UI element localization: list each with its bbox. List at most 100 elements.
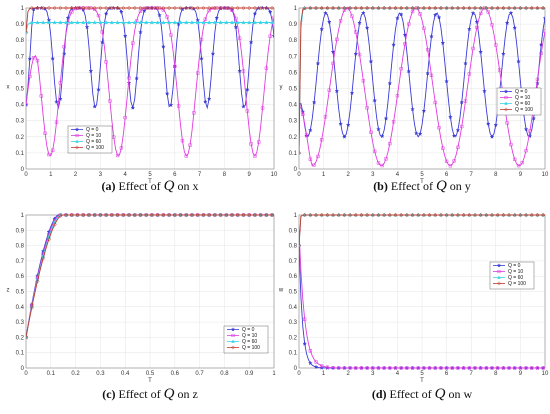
data-point	[405, 366, 409, 370]
data-point	[92, 5, 97, 11]
legend-box	[489, 261, 535, 290]
data-point	[475, 25, 479, 30]
data-point	[513, 366, 517, 370]
data-point	[54, 120, 59, 124]
data-point	[218, 20, 223, 24]
legend-marker	[504, 95, 508, 100]
legend-marker	[75, 133, 79, 138]
data-point	[523, 5, 529, 11]
legend: Q = 0Q = 10Q = 60Q = 100	[67, 125, 113, 154]
data-point	[218, 5, 223, 11]
data-point	[467, 5, 472, 11]
data-point	[195, 20, 200, 24]
data-point	[258, 5, 263, 11]
data-point	[320, 364, 324, 368]
data-point	[272, 15, 274, 20]
data-point	[452, 159, 456, 163]
data-point	[535, 212, 540, 218]
legend-marker	[231, 339, 235, 343]
data-point	[391, 120, 396, 124]
data-point	[440, 40, 446, 46]
data-point	[308, 212, 313, 218]
legend-label: Q = 60	[86, 139, 101, 145]
data-point	[307, 127, 313, 133]
data-point	[302, 212, 307, 218]
data-point	[31, 6, 37, 12]
data-point	[381, 212, 387, 218]
data-point	[319, 212, 324, 218]
data-point	[264, 212, 269, 218]
data-point	[509, 142, 513, 147]
y-tick-label: 0.4	[16, 305, 25, 311]
data-point	[299, 150, 302, 156]
data-point	[380, 163, 384, 168]
data-point	[450, 5, 455, 11]
data-point	[115, 212, 120, 218]
data-point	[184, 20, 189, 24]
data-point	[384, 157, 388, 161]
data-point	[155, 212, 160, 218]
caption-symbol: Q	[164, 178, 175, 194]
chart-panel-b: 0 1 2 3 4 5 6 7 8 9 10 0 0.1 0.2 0.3 0.4 0.5 0.6 0.7 0.8 0.9…	[280, 5, 549, 194]
data-point	[132, 212, 137, 218]
data-point	[75, 5, 80, 11]
data-point	[388, 366, 392, 370]
data-point	[376, 366, 381, 370]
data-point	[496, 366, 500, 370]
data-point	[224, 20, 229, 24]
data-point	[157, 12, 163, 18]
data-point	[126, 212, 132, 218]
y-tick-label: 0.6	[289, 70, 298, 76]
data-point	[494, 43, 498, 47]
x-tick-label: 7	[470, 371, 474, 377]
data-point	[149, 20, 154, 24]
data-point	[63, 5, 69, 11]
y-axis-label: z	[7, 288, 10, 294]
data-point	[73, 6, 78, 11]
y-tick-label: 0.9	[16, 228, 25, 234]
data-point	[86, 5, 92, 11]
data-point	[490, 23, 494, 27]
data-point	[529, 212, 534, 218]
data-point	[89, 6, 93, 10]
data-point	[493, 122, 499, 128]
data-point	[393, 212, 398, 218]
data-point	[461, 366, 466, 370]
legend-label: Q = 0	[86, 127, 99, 133]
data-point	[258, 20, 263, 24]
data-point	[330, 212, 336, 218]
x-tick-label: 3	[99, 172, 103, 178]
data-point	[173, 64, 177, 69]
data-point	[35, 5, 40, 11]
caption-prefix: Effect of	[116, 387, 164, 401]
data-point	[316, 154, 320, 159]
y-tick-label: 0.9	[289, 228, 298, 234]
caption-tag: (b)	[373, 179, 388, 193]
data-point	[28, 74, 32, 79]
data-point	[518, 212, 523, 218]
data-point	[534, 80, 540, 86]
data-point	[382, 366, 386, 370]
data-point	[417, 131, 423, 137]
data-point	[96, 13, 101, 18]
legend-box	[67, 125, 113, 154]
y-tick-label: 0.2	[16, 335, 25, 341]
data-point	[518, 366, 523, 370]
y-tick-label: 0.5	[16, 290, 25, 296]
x-tick-label: 3	[371, 172, 375, 178]
data-point	[252, 20, 257, 24]
series-q-60	[26, 20, 274, 34]
data-point	[535, 366, 540, 370]
y-tick-label: 0.3	[289, 320, 298, 326]
y-tick-label: 1	[294, 213, 298, 219]
data-point	[241, 5, 246, 11]
data-point	[489, 5, 495, 11]
data-point	[132, 20, 137, 24]
data-point	[260, 106, 265, 110]
data-point	[214, 15, 220, 21]
data-point	[444, 159, 449, 164]
legend-entry: Q = 0	[493, 263, 521, 269]
x-tick-label: 1	[49, 172, 53, 178]
data-point	[348, 366, 352, 370]
data-point	[388, 141, 392, 146]
